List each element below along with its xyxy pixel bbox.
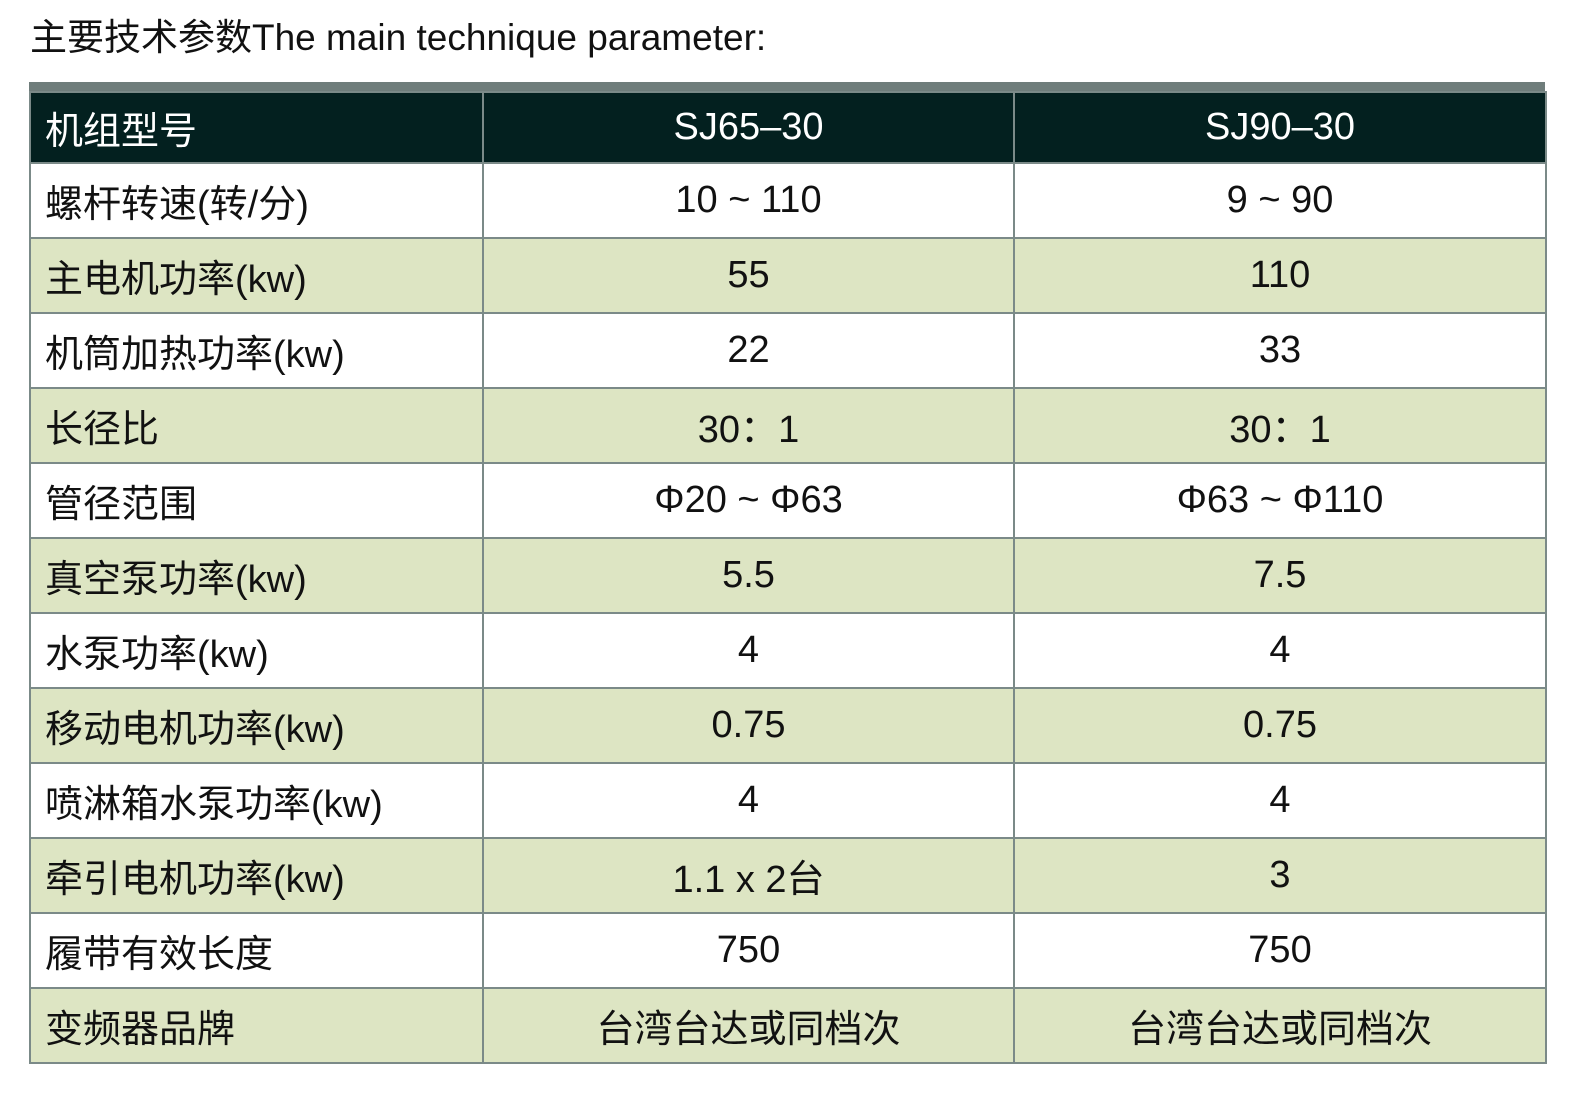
row-value: 0.75 (482, 687, 1015, 764)
row-value: Φ20 ~ Φ63 (482, 462, 1015, 539)
table-row: 喷淋箱水泵功率(kw) 4 4 (29, 762, 1547, 839)
row-value: 750 (1013, 912, 1547, 989)
row-value: 3 (1013, 837, 1547, 914)
parameter-table: 机组型号 SJ65–30 SJ90–30 螺杆转速(转/分) 10 ~ 110 9 … (29, 82, 1547, 1064)
table-row: 主电机功率(kw) 55 110 (29, 237, 1547, 314)
row-value: 10 ~ 110 (482, 162, 1015, 239)
header-sj90-30: SJ90–30 (1013, 91, 1547, 164)
row-label: 移动电机功率(kw) (29, 687, 484, 764)
row-value: 22 (482, 312, 1015, 389)
header-sj65-30: SJ65–30 (482, 91, 1015, 164)
row-label: 螺杆转速(转/分) (29, 162, 484, 239)
row-label: 变频器品牌 (29, 987, 484, 1064)
row-value: 30：1 (1013, 387, 1547, 464)
row-label: 喷淋箱水泵功率(kw) (29, 762, 484, 839)
row-value: 55 (482, 237, 1015, 314)
row-label: 履带有效长度 (29, 912, 484, 989)
row-value: 33 (1013, 312, 1547, 389)
row-value: 9 ~ 90 (1013, 162, 1547, 239)
header-model: 机组型号 (29, 91, 484, 164)
row-value: 4 (482, 762, 1015, 839)
row-label: 长径比 (29, 387, 484, 464)
row-value: 4 (482, 612, 1015, 689)
table-row: 履带有效长度 750 750 (29, 912, 1547, 989)
row-label: 真空泵功率(kw) (29, 537, 484, 614)
table-row: 机筒加热功率(kw) 22 33 (29, 312, 1547, 389)
table-row: 变频器品牌 台湾台达或同档次 台湾台达或同档次 (29, 987, 1547, 1064)
row-value: 7.5 (1013, 537, 1547, 614)
row-label: 机筒加热功率(kw) (29, 312, 484, 389)
table-row: 管径范围 Φ20 ~ Φ63 Φ63 ~ Φ110 (29, 462, 1547, 539)
table-row: 牵引电机功率(kw) 1.1 x 2台 3 (29, 837, 1547, 914)
row-value: 台湾台达或同档次 (482, 987, 1015, 1064)
row-value: 750 (482, 912, 1015, 989)
row-value: 1.1 x 2台 (482, 837, 1015, 914)
row-value: 0.75 (1013, 687, 1547, 764)
row-label: 主电机功率(kw) (29, 237, 484, 314)
row-label: 管径范围 (29, 462, 484, 539)
table-header-row: 机组型号 SJ65–30 SJ90–30 (29, 91, 1547, 164)
row-value: 110 (1013, 237, 1547, 314)
row-value: 台湾台达或同档次 (1013, 987, 1547, 1064)
table-row: 移动电机功率(kw) 0.75 0.75 (29, 687, 1547, 764)
row-value: 30：1 (482, 387, 1015, 464)
row-value: 4 (1013, 612, 1547, 689)
row-value: 5.5 (482, 537, 1015, 614)
row-label: 牵引电机功率(kw) (29, 837, 484, 914)
table-row: 螺杆转速(转/分) 10 ~ 110 9 ~ 90 (29, 162, 1547, 239)
table-row: 真空泵功率(kw) 5.5 7.5 (29, 537, 1547, 614)
page-title: 主要技术参数The main technique parameter: (30, 17, 767, 58)
table-row: 长径比 30：1 30：1 (29, 387, 1547, 464)
row-value: 4 (1013, 762, 1547, 839)
row-label: 水泵功率(kw) (29, 612, 484, 689)
row-value: Φ63 ~ Φ110 (1013, 462, 1547, 539)
table-row: 水泵功率(kw) 4 4 (29, 612, 1547, 689)
